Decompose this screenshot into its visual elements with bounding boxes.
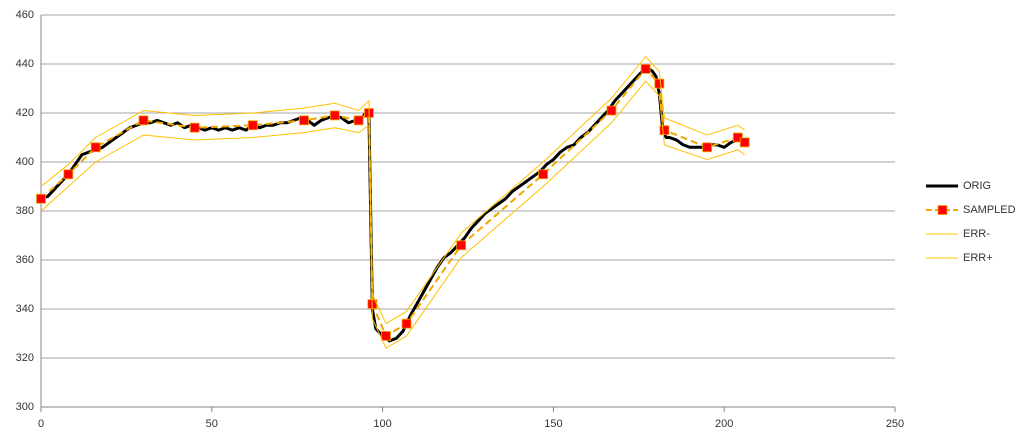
series-line xyxy=(40,67,746,337)
legend-label: ERR- xyxy=(963,228,990,240)
marker xyxy=(63,169,74,180)
marker xyxy=(606,105,617,116)
y-tick-label: 380 xyxy=(16,205,34,217)
marker xyxy=(401,318,412,329)
legend-label: ERR+ xyxy=(963,252,993,264)
marker xyxy=(189,122,200,133)
marker xyxy=(702,142,713,153)
x-tick-label: 0 xyxy=(38,418,44,430)
y-tick-label: 340 xyxy=(16,303,34,315)
marker xyxy=(247,120,258,131)
x-tick-label: 150 xyxy=(544,418,562,430)
y-tick-label: 300 xyxy=(16,401,34,413)
y-tick-label: 420 xyxy=(16,107,34,119)
marker xyxy=(138,115,149,126)
marker xyxy=(353,115,364,126)
marker xyxy=(654,78,665,89)
marker xyxy=(36,193,46,204)
marker xyxy=(90,142,101,153)
y-tick-label: 400 xyxy=(16,156,34,168)
legend-label: SAMPLED xyxy=(963,204,1016,216)
series-line xyxy=(40,80,745,349)
legend-label: ORIG xyxy=(963,180,991,192)
marker xyxy=(299,115,309,126)
y-tick-label: 320 xyxy=(16,352,34,364)
legend-marker xyxy=(937,205,948,215)
marker xyxy=(640,64,651,74)
x-tick-label: 100 xyxy=(373,418,391,430)
y-tick-label: 460 xyxy=(16,9,34,21)
x-tick-label: 200 xyxy=(715,418,733,430)
x-tick-label: 50 xyxy=(206,418,218,430)
marker xyxy=(329,110,340,121)
y-tick-label: 360 xyxy=(16,254,34,266)
y-tick-label: 440 xyxy=(16,58,34,70)
marker xyxy=(538,169,549,180)
x-tick-label: 250 xyxy=(886,418,904,430)
marker xyxy=(456,240,467,251)
marker xyxy=(659,125,670,136)
series-line xyxy=(40,67,739,343)
marker xyxy=(739,137,750,148)
series-line xyxy=(40,56,745,325)
marker xyxy=(381,331,391,341)
